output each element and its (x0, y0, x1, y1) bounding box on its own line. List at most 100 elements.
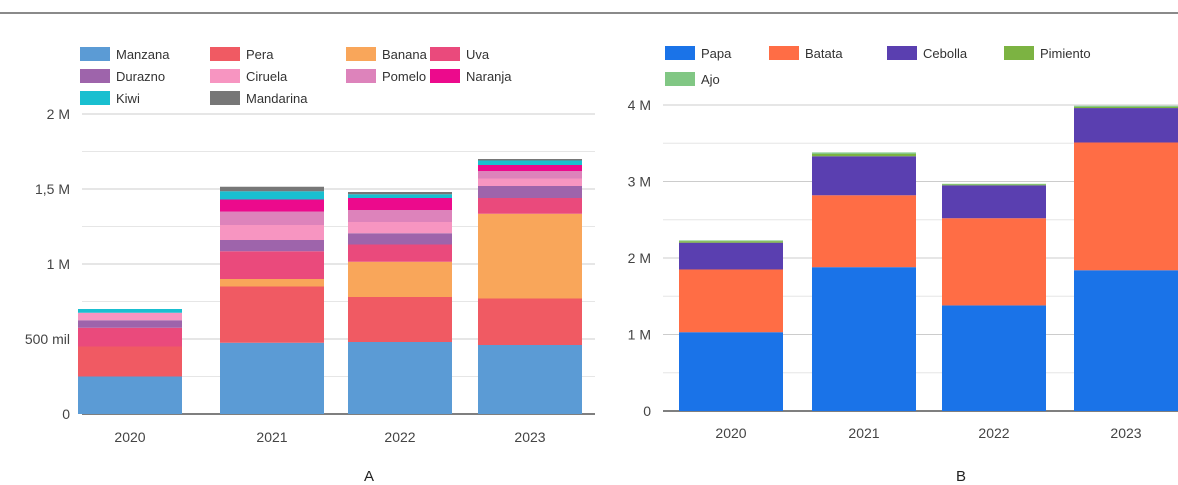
bar-segment-papa-2022 (942, 305, 1046, 411)
bar-segment-ciruela-2021 (220, 225, 324, 240)
legend-label: Pimiento (1040, 46, 1091, 61)
bar-segment-manzana-2023 (478, 345, 582, 414)
legend-swatch (887, 46, 917, 60)
bar-segment-pera-2022 (348, 297, 452, 342)
bar-segment-cebolla-2022 (942, 185, 1046, 219)
bar-segment-naranja-2023 (478, 165, 582, 171)
bar-segment-pomelo-2021 (220, 211, 324, 225)
bar-segment-naranja-2021 (220, 199, 324, 212)
bar-segment-pomelo-2022 (348, 210, 452, 222)
y-tick-label: 1 M (47, 256, 70, 272)
legend-swatch (210, 47, 240, 61)
bar-segment-kiwi-2020 (78, 309, 182, 313)
x-tick-label: 2020 (715, 425, 746, 441)
x-tick-label: 2022 (384, 429, 415, 445)
legend-swatch (665, 72, 695, 86)
bar-segment-manzana-2020 (78, 376, 182, 414)
y-tick-label: 4 M (628, 97, 651, 113)
x-tick-label: 2023 (1110, 425, 1141, 441)
legend-label: Manzana (116, 47, 170, 62)
legend-label: Cebolla (923, 46, 968, 61)
bar-segment-cebolla-2020 (679, 242, 783, 270)
legend-label: Batata (805, 46, 843, 61)
legend-label: Naranja (466, 69, 512, 84)
bar-segment-batata-2021 (812, 195, 916, 268)
bar-segment-mandarina-2021 (220, 186, 324, 192)
bar-segment-mandarina-2023 (478, 159, 582, 161)
bar-segment-uva-2021 (220, 251, 324, 279)
bar-segment-uva-2023 (478, 198, 582, 214)
bar-segment-ciruela-2022 (348, 222, 452, 234)
x-tick-label: 2023 (514, 429, 545, 445)
y-tick-label: 2 M (47, 106, 70, 122)
bar-segment-batata-2022 (942, 218, 1046, 306)
bar-segment-papa-2020 (679, 332, 783, 411)
bar-segment-naranja-2022 (348, 198, 452, 210)
y-tick-label: 0 (643, 403, 651, 419)
legend-swatch (430, 69, 460, 83)
panel-label-b: B (956, 468, 967, 485)
bar-segment-uva-2022 (348, 244, 452, 262)
bar-segment-ciruela-2020 (78, 312, 182, 321)
legend-swatch (430, 47, 460, 61)
legend-label: Ajo (701, 72, 720, 87)
legend-swatch (1004, 46, 1034, 60)
x-tick-label: 2021 (256, 429, 287, 445)
legend-label: Mandarina (246, 91, 308, 106)
bar-segment-ajo-2021 (812, 152, 916, 154)
bar-segment-kiwi-2021 (220, 191, 324, 200)
bar-segment-ajo-2022 (942, 183, 1046, 185)
x-tick-label: 2021 (848, 425, 879, 441)
x-tick-label: 2020 (114, 429, 145, 445)
bar-segment-pimiento-2022 (942, 184, 1046, 186)
y-tick-label: 1,5 M (35, 181, 70, 197)
bar-segment-papa-2023 (1074, 270, 1178, 411)
legend-label: Pera (246, 47, 274, 62)
bar-segment-pera-2021 (220, 286, 324, 343)
bar-segment-ajo-2023 (1074, 105, 1178, 107)
legend-label: Pomelo (382, 69, 426, 84)
bar-segment-mandarina-2022 (348, 192, 452, 195)
bar-segment-batata-2023 (1074, 142, 1178, 271)
bar-segment-durazno-2022 (348, 233, 452, 245)
bar-segment-pimiento-2021 (812, 153, 916, 157)
bar-segment-ajo-2020 (679, 240, 783, 242)
panel-label-a: A (364, 468, 375, 485)
bar-segment-banana-2021 (220, 279, 324, 287)
bar-segment-manzana-2022 (348, 342, 452, 414)
bar-segment-papa-2021 (812, 267, 916, 411)
x-tick-label: 2022 (978, 425, 1009, 441)
bar-segment-pomelo-2023 (478, 171, 582, 179)
bar-segment-pimiento-2023 (1074, 106, 1178, 109)
legend-label: Uva (466, 47, 490, 62)
y-tick-label: 500 mil (25, 331, 70, 347)
legend-swatch (346, 69, 376, 83)
bar-segment-batata-2020 (679, 269, 783, 333)
bar-segment-uva-2020 (78, 327, 182, 347)
legend-swatch (665, 46, 695, 60)
bar-segment-pimiento-2020 (679, 241, 783, 243)
legend-swatch (210, 69, 240, 83)
y-tick-label: 0 (62, 406, 70, 422)
bar-segment-kiwi-2022 (348, 194, 452, 198)
legend-swatch (769, 46, 799, 60)
legend-swatch (346, 47, 376, 61)
legend-label: Banana (382, 47, 428, 62)
bar-segment-cebolla-2021 (812, 156, 916, 196)
legend-swatch (80, 47, 110, 61)
legend-label: Durazno (116, 69, 165, 84)
bar-segment-banana-2023 (478, 213, 582, 299)
y-tick-label: 1 M (628, 327, 651, 343)
legend-label: Papa (701, 46, 732, 61)
bar-segment-pera-2023 (478, 298, 582, 345)
bar-segment-manzana-2021 (220, 342, 324, 414)
legend-swatch (80, 69, 110, 83)
legend-label: Kiwi (116, 91, 140, 106)
bar-segment-durazno-2023 (478, 186, 582, 198)
legend-swatch (80, 91, 110, 105)
top-divider (0, 12, 1178, 14)
bar-segment-pera-2020 (78, 346, 182, 377)
legend-label: Ciruela (246, 69, 288, 84)
chart-a: 0 500 mil 1 M 1,5 M 2 M 2020 2021 2022 2023 Manza… (25, 47, 595, 445)
